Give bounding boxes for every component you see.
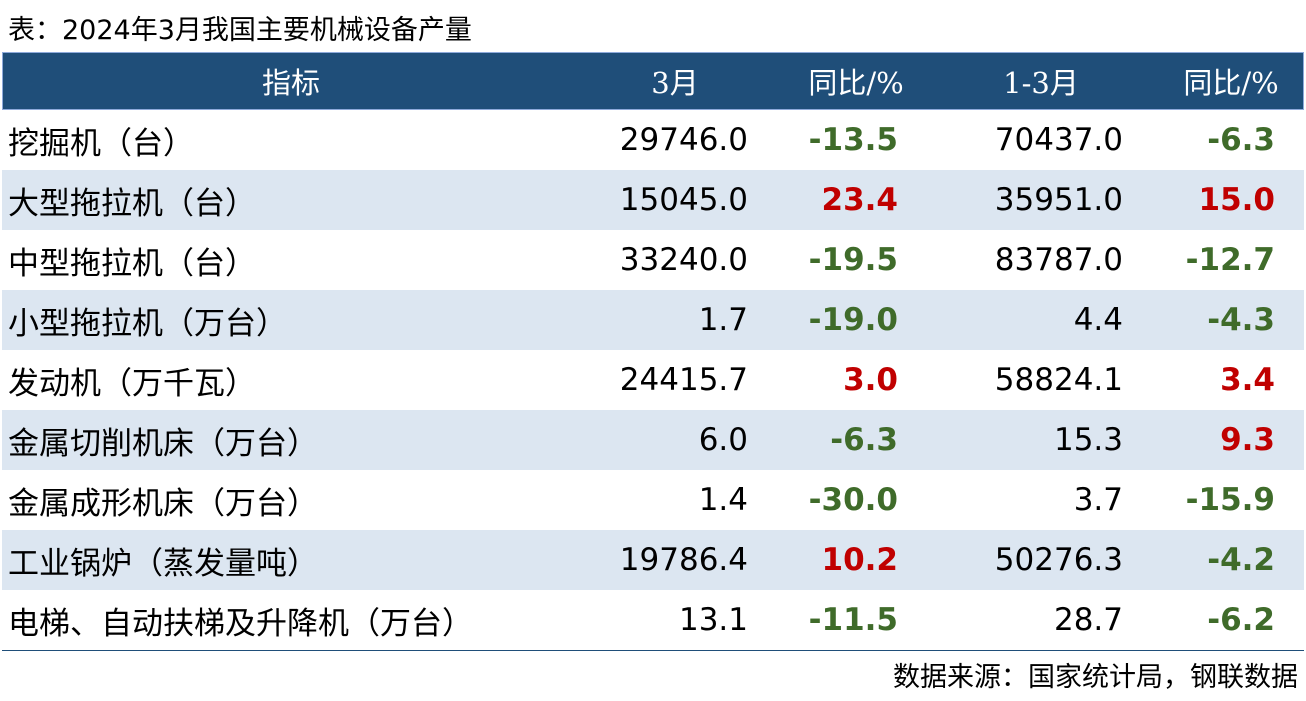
yoy-cell: 3.4 bbox=[1220, 362, 1275, 398]
yoy-cell: -6.2 bbox=[1207, 602, 1275, 638]
yoy-cell: -11.5 bbox=[808, 602, 898, 638]
yoy-cell: -15.9 bbox=[1185, 482, 1275, 518]
yoy-cell: 9.3 bbox=[1220, 422, 1275, 458]
yoy-cell: 23.4 bbox=[821, 182, 899, 218]
value-cell: 29746.0 bbox=[619, 122, 748, 158]
header-cell: 同比/% bbox=[1183, 66, 1279, 100]
yoy-cell: 15.0 bbox=[1198, 182, 1276, 218]
value-cell: 15.3 bbox=[1053, 422, 1123, 458]
value-cell: 15045.0 bbox=[619, 182, 748, 218]
yoy-cell: -4.3 bbox=[1207, 302, 1275, 338]
source-note: 数据来源：国家统计局，钢联数据 bbox=[893, 662, 1298, 693]
header-cell: 同比/% bbox=[808, 66, 904, 100]
header-cell: 3月 bbox=[651, 66, 699, 100]
yoy-cell: -12.7 bbox=[1185, 242, 1275, 278]
value-cell: 58824.1 bbox=[994, 362, 1123, 398]
value-cell: 1.7 bbox=[698, 302, 748, 338]
value-cell: 70437.0 bbox=[994, 122, 1123, 158]
row-label: 工业锅炉（蒸发量吨） bbox=[8, 545, 318, 582]
table: 指标 3月 同比/% 1-3月 同比/% 挖掘机（台） 29746.0 -13.5 70437.… bbox=[2, 52, 1304, 650]
value-cell: 1.4 bbox=[698, 482, 748, 518]
yoy-cell: -30.0 bbox=[808, 482, 898, 518]
yoy-cell: -4.2 bbox=[1207, 542, 1275, 578]
row-label: 发动机（万千瓦） bbox=[8, 365, 256, 402]
value-cell: 13.1 bbox=[678, 602, 748, 638]
row-label: 金属切削机床（万台） bbox=[8, 425, 318, 462]
table-row: 工业锅炉（蒸发量吨） 19786.4 10.2 50276.3 -4.2 bbox=[2, 530, 1304, 590]
row-label: 电梯、自动扶梯及升降机（万台） bbox=[8, 605, 473, 642]
table-row: 金属成形机床（万台） 1.4 -30.0 3.7 -15.9 bbox=[2, 470, 1304, 530]
table-row: 中型拖拉机（台） 33240.0 -19.5 83787.0 -12.7 bbox=[2, 230, 1304, 290]
value-cell: 50276.3 bbox=[994, 542, 1123, 578]
value-cell: 3.7 bbox=[1073, 482, 1123, 518]
yoy-cell: 10.2 bbox=[821, 542, 899, 578]
value-cell: 28.7 bbox=[1053, 602, 1123, 638]
yoy-cell: -19.5 bbox=[808, 242, 898, 278]
table-row: 金属切削机床（万台） 6.0 -6.3 15.3 9.3 bbox=[2, 410, 1304, 470]
value-cell: 4.4 bbox=[1073, 302, 1123, 338]
yoy-cell: -6.3 bbox=[1207, 122, 1275, 158]
yoy-cell: 3.0 bbox=[843, 362, 898, 398]
yoy-cell: -6.3 bbox=[830, 422, 898, 458]
yoy-cell: -13.5 bbox=[808, 122, 898, 158]
value-cell: 6.0 bbox=[698, 422, 748, 458]
table-row: 小型拖拉机（万台） 1.7 -19.0 4.4 -4.3 bbox=[2, 290, 1304, 350]
table-row: 发动机（万千瓦） 24415.7 3.0 58824.1 3.4 bbox=[2, 350, 1304, 410]
table-row: 大型拖拉机（台） 15045.0 23.4 35951.0 15.0 bbox=[2, 170, 1304, 230]
value-cell: 24415.7 bbox=[619, 362, 748, 398]
yoy-cell: -19.0 bbox=[808, 302, 898, 338]
header-row: 指标 3月 同比/% 1-3月 同比/% bbox=[2, 52, 1304, 110]
row-label: 小型拖拉机（万台） bbox=[8, 305, 287, 342]
row-label: 中型拖拉机（台） bbox=[8, 245, 256, 282]
table-row: 电梯、自动扶梯及升降机（万台） 13.1 -11.5 28.7 -6.2 bbox=[2, 590, 1304, 650]
header-cell: 指标 bbox=[261, 66, 320, 100]
table-title: 表：2024年3月我国主要机械设备产量 bbox=[8, 15, 472, 46]
value-cell: 35951.0 bbox=[994, 182, 1123, 218]
value-cell: 83787.0 bbox=[994, 242, 1123, 278]
value-cell: 33240.0 bbox=[619, 242, 748, 278]
row-label: 大型拖拉机（台） bbox=[8, 185, 256, 222]
bottom-rule bbox=[2, 650, 1304, 651]
value-cell: 19786.4 bbox=[619, 542, 748, 578]
row-label: 挖掘机（台） bbox=[8, 125, 194, 162]
row-label: 金属成形机床（万台） bbox=[8, 485, 318, 522]
table-row: 挖掘机（台） 29746.0 -13.5 70437.0 -6.3 bbox=[2, 110, 1304, 170]
header-cell: 1-3月 bbox=[1003, 66, 1079, 100]
